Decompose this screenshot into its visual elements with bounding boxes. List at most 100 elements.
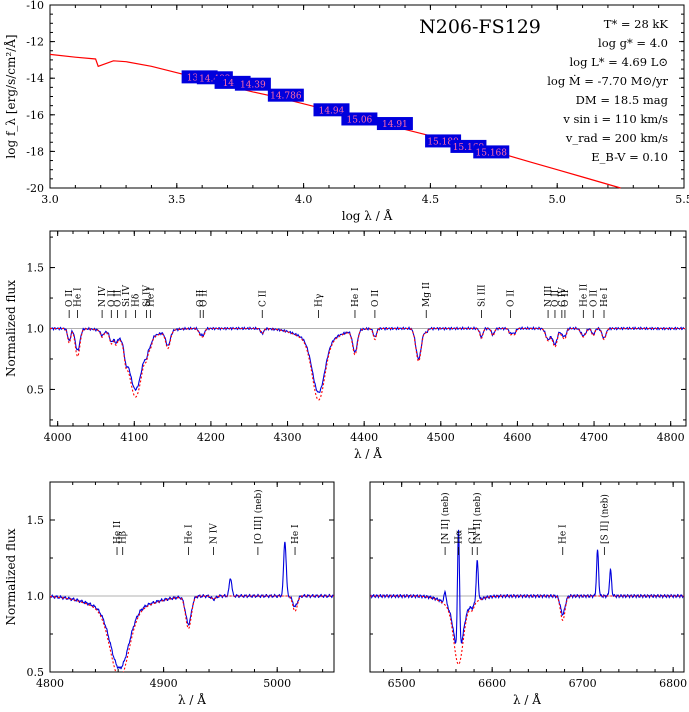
line-id-label: He I [559, 524, 569, 544]
photometry-label: 14.39 [240, 81, 266, 91]
line-id-label: O II [65, 289, 75, 307]
line-id-label: O II [196, 289, 206, 307]
y-tick-label: 1.5 [27, 514, 45, 527]
stellar-parameter: E_B-V = 0.10 [591, 150, 668, 164]
x-tick-label: 4900 [150, 677, 178, 690]
stellar-parameter: log L* = 4.69 L⊙ [570, 55, 669, 69]
line-id-label: C II [258, 290, 268, 307]
photometry-label: 14.94 [319, 106, 345, 116]
photometry-label: 15.169 [453, 143, 485, 153]
x-tick-label: 5.0 [548, 193, 566, 206]
line-id-label: O II [589, 289, 599, 307]
photometry-label: 14.5 [223, 79, 243, 89]
x-axis-label: λ / Å [354, 446, 382, 461]
y-tick-label: 1.0 [27, 590, 45, 603]
y-tick-label: -14 [26, 72, 44, 85]
y-tick-label: -10 [26, 0, 44, 12]
line-id-label: Hα [454, 530, 464, 544]
x-tick-label: 4200 [197, 431, 225, 444]
line-id-label: C II [468, 527, 478, 544]
x-tick-label: 4100 [120, 431, 148, 444]
x-tick-label: 6700 [569, 677, 597, 690]
y-tick-label: 1.5 [27, 262, 45, 275]
line-id-label: He II [579, 283, 589, 307]
line-id-label: Mg II [422, 282, 432, 307]
line-id-label: O II [113, 289, 123, 307]
photometry-label: 15.168 [476, 148, 508, 158]
photometry-label: 14.91 [382, 120, 408, 130]
plot-frame [369, 481, 685, 673]
y-axis-label: Normalized flux [4, 528, 18, 625]
x-tick-label: 6500 [388, 677, 416, 690]
x-tick-label: 4.5 [422, 193, 440, 206]
photometry-box [473, 145, 510, 159]
line-id-label: Si III [477, 284, 487, 307]
plot-area [370, 529, 684, 666]
y-tick-label: 0.5 [27, 666, 45, 679]
y-tick-label: -12 [26, 36, 44, 49]
line-id-label: [N II] (neb) [472, 492, 483, 544]
observed-spectrum-line [50, 541, 334, 670]
line-id-label: [N II] (neb) [440, 492, 451, 544]
photometry-box [234, 77, 271, 91]
y-axis-label: Normalized flux [4, 280, 18, 377]
model-spectrum-line [370, 595, 684, 666]
line-id-label: O II [507, 289, 517, 307]
line-id-label: He I [291, 524, 301, 544]
line-id-label: He I [74, 287, 84, 307]
x-axis-label: λ / Å [513, 692, 541, 707]
line-id-label: [S II] (neb) [599, 494, 610, 544]
photometry-box [313, 103, 350, 117]
stellar-parameter: v_rad = 200 km/s [565, 131, 668, 145]
photometry-label: 14.786 [270, 92, 302, 102]
line-id-label: Hγ [315, 294, 325, 307]
photometry-box [376, 117, 413, 131]
stellar-parameter: log Ṁ = -7.70 M⊙/yr [547, 74, 668, 88]
line-id-label: Hδ [132, 294, 142, 307]
y-axis-label: log f_λ [erg/s/cm²/Å] [3, 34, 18, 158]
y-tick-label: -20 [26, 182, 44, 195]
model-spectrum-line [50, 595, 334, 672]
plot-area [50, 325, 686, 401]
hbeta-spectrum-panel: 4800 4900 5000 0.5 1.0 1.5 λ / Å Normalized flu… [4, 481, 335, 707]
line-id-label: Si IV [143, 285, 153, 307]
observed-spectrum-line [50, 325, 686, 394]
model-sed-line [49, 53, 621, 189]
line-id-label: He I [146, 287, 156, 307]
line-id-label: N IV [98, 286, 108, 307]
photometry-box [267, 88, 304, 102]
x-tick-label: 5.5 [675, 193, 689, 206]
line-id-label: C IV [558, 287, 568, 307]
x-tick-label: 4400 [350, 431, 378, 444]
stellar-parameter: T* = 28 kK [604, 17, 669, 31]
y-tick-label: -16 [26, 109, 44, 122]
x-tick-label: 4800 [36, 677, 64, 690]
x-tick-label: 3.5 [168, 193, 186, 206]
line-id-label: O II [107, 289, 117, 307]
stellar-parameter: log g* = 4.0 [598, 36, 668, 50]
line-id-label: N IV [210, 523, 220, 544]
y-tick-label: -18 [26, 145, 44, 158]
line-id-label: He II [113, 520, 123, 544]
y-tick-label: 1.0 [27, 323, 45, 336]
x-tick-label: 5000 [263, 677, 291, 690]
line-id-label: He I [600, 287, 610, 307]
x-tick-label: 4000 [44, 431, 72, 444]
observed-spectrum-line [370, 529, 684, 645]
x-axis-label: λ / Å [178, 692, 206, 707]
y-tick-label: 0.5 [27, 383, 45, 396]
x-tick-label: 6600 [478, 677, 506, 690]
x-tick-label: 4500 [427, 431, 455, 444]
line-id-label: [O III] (neb) [253, 489, 264, 544]
sed-panel: 3.0 3.5 4.0 4.5 5.0 5.5 -20 -18 -16 -14 -12 -10 log … [3, 0, 689, 223]
line-id-label: He I [351, 287, 361, 307]
chart-title: N206-FS129 [419, 16, 541, 38]
photometry-label: 15.189 [427, 137, 459, 147]
line-id-label: O II [551, 289, 561, 307]
photometry-box [341, 112, 378, 126]
line-id-label: N III [544, 285, 554, 307]
line-id-label: Si IV [122, 285, 132, 307]
plot-frame [49, 481, 335, 673]
